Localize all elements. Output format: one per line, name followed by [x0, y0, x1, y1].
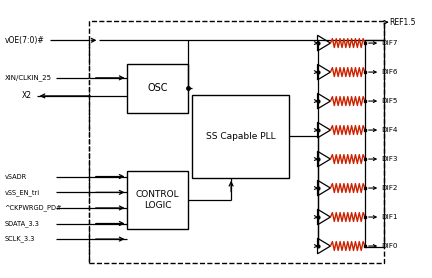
Text: DIF3: DIF3	[381, 156, 398, 162]
Bar	[192, 95, 289, 178]
Bar	[127, 171, 188, 229]
Text: DIF4: DIF4	[381, 127, 398, 133]
Text: X2: X2	[22, 91, 32, 100]
Bar	[127, 64, 188, 113]
Text: REF1.5: REF1.5	[389, 18, 415, 27]
Text: ^CKPWRGD_PD#: ^CKPWRGD_PD#	[4, 205, 62, 211]
Text: DIF0: DIF0	[381, 243, 398, 249]
Text: XIN/CLKIN_25: XIN/CLKIN_25	[4, 75, 51, 81]
Text: DIF2: DIF2	[381, 185, 398, 191]
Text: DIF6: DIF6	[381, 69, 398, 75]
Text: vSADR: vSADR	[4, 173, 27, 180]
Text: SS Capable PLL: SS Capable PLL	[206, 132, 276, 141]
Bar	[89, 21, 384, 263]
Text: SDATA_3.3: SDATA_3.3	[4, 220, 39, 227]
Text: SCLK_3.3: SCLK_3.3	[4, 236, 35, 242]
Text: DIF5: DIF5	[381, 98, 398, 104]
Text: DIF7: DIF7	[381, 40, 398, 46]
Text: CONTROL
LOGIC: CONTROL LOGIC	[136, 190, 179, 210]
Text: DIF1: DIF1	[381, 214, 398, 220]
Text: OSC: OSC	[147, 83, 168, 93]
Text: vOE(7:0)#: vOE(7:0)#	[4, 36, 44, 45]
Text: vSS_EN_tri: vSS_EN_tri	[4, 189, 39, 196]
